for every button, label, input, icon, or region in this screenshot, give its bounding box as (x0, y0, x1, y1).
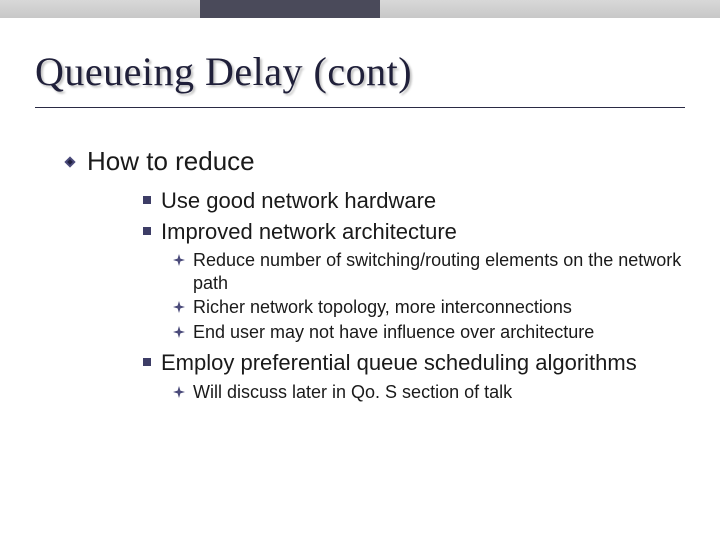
level3-text: End user may not have influence over arc… (193, 321, 594, 344)
star-bullet-icon (173, 386, 185, 398)
slide-title: Queueing Delay (cont) (35, 48, 685, 108)
level2-text: Improved network architecture (161, 218, 457, 246)
bullet-level2-row: Use good network hardware (143, 187, 685, 215)
level3-text: Richer network topology, more interconne… (193, 296, 572, 319)
bullet-level2-row: Employ preferential queue scheduling alg… (143, 349, 685, 377)
bullet-level3-row: Reduce number of switching/routing eleme… (173, 249, 685, 294)
square-bullet-icon (143, 227, 151, 235)
bullet-level2-group: Use good network hardware Improved netwo… (143, 187, 685, 403)
star-bullet-icon (173, 254, 185, 266)
bullet-level1: How to reduce Use good network hardware … (63, 146, 685, 403)
star-bullet-icon (173, 326, 185, 338)
square-bullet-icon (143, 196, 151, 204)
diamond-bullet-icon (63, 155, 77, 169)
bullet-level3-row: Will discuss later in Qo. S section of t… (173, 381, 685, 404)
level3-text: Reduce number of switching/routing eleme… (193, 249, 685, 294)
bullet-level2-row: Improved network architecture (143, 218, 685, 246)
bullet-level3-row: End user may not have influence over arc… (173, 321, 685, 344)
bullet-level3-row: Richer network topology, more interconne… (173, 296, 685, 319)
level1-text: How to reduce (87, 146, 255, 177)
level2-text: Employ preferential queue scheduling alg… (161, 349, 637, 377)
level2-text: Use good network hardware (161, 187, 436, 215)
star-bullet-icon (173, 301, 185, 313)
bullet-level3-group: Reduce number of switching/routing eleme… (173, 249, 685, 343)
square-bullet-icon (143, 358, 151, 366)
level3-text: Will discuss later in Qo. S section of t… (193, 381, 512, 404)
bullet-level3-group: Will discuss later in Qo. S section of t… (173, 381, 685, 404)
top-bar-dark-segment (200, 0, 380, 18)
bullet-level1-row: How to reduce (63, 146, 685, 177)
slide-body: Queueing Delay (cont) How to reduce Use … (0, 18, 720, 403)
